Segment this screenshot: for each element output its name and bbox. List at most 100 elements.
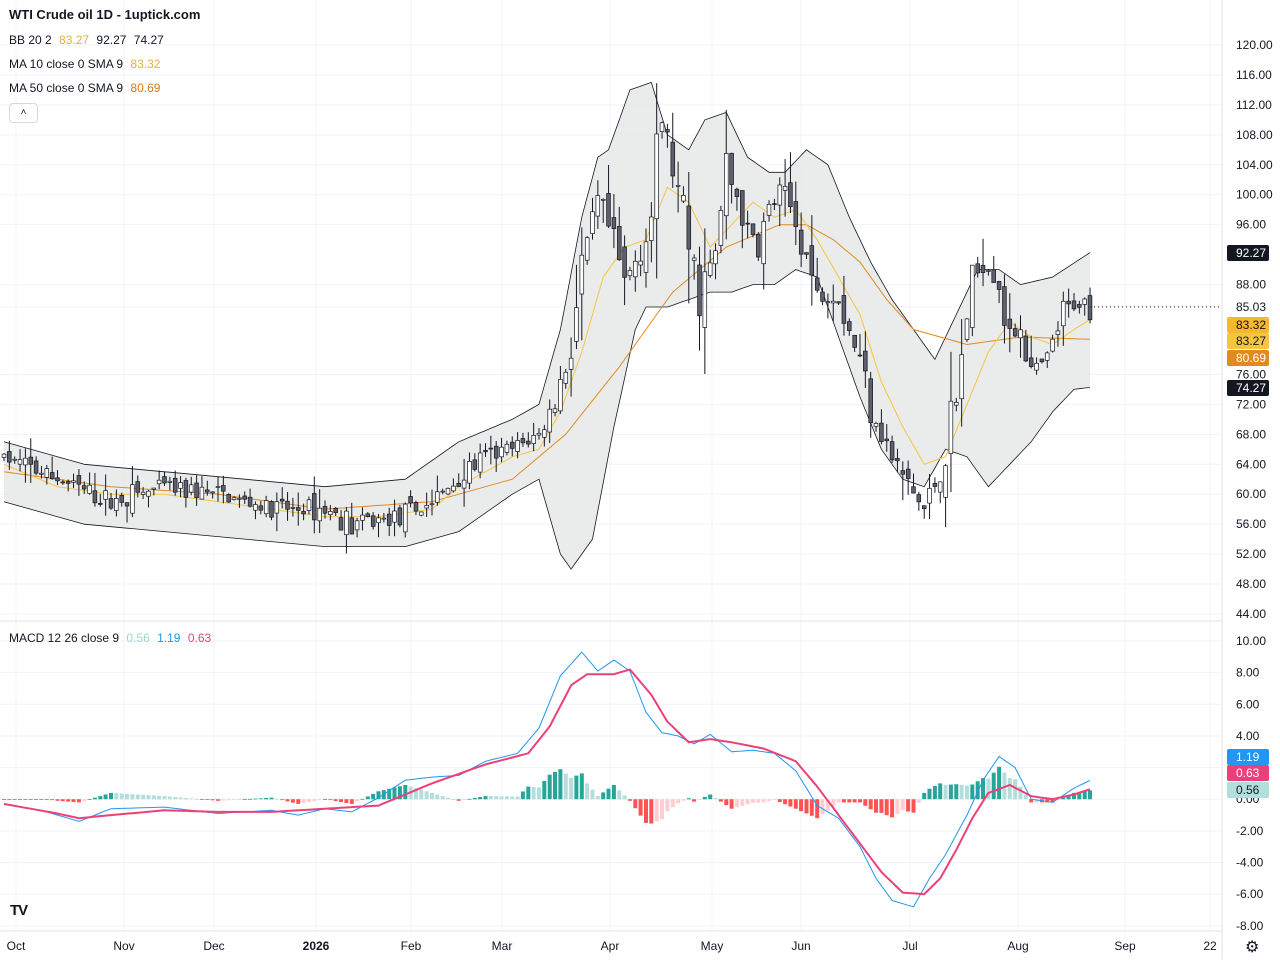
price-label-bb-basis: 83.27 <box>1227 333 1269 349</box>
candle <box>563 368 569 389</box>
macd-hist-bar <box>569 777 574 800</box>
macd-hist-bar <box>1061 797 1066 800</box>
candle <box>921 505 927 519</box>
collapse-legend-button[interactable]: ˄ <box>9 103 38 123</box>
macd-hist-bar <box>494 796 499 800</box>
candle <box>959 319 964 427</box>
candle <box>954 397 959 412</box>
macd-hist-bar <box>761 799 766 803</box>
macd-hist-bar <box>162 796 167 800</box>
macd-hist-bar <box>387 788 392 800</box>
chevron-up-icon: ˄ <box>20 107 27 118</box>
macd-hist-bar <box>713 798 718 800</box>
macd-hist-bar <box>435 794 440 800</box>
candle <box>12 456 17 464</box>
macd-hist-bar <box>1013 779 1018 800</box>
candle <box>515 432 520 459</box>
candle <box>408 490 413 508</box>
macd-hist-bar <box>841 799 846 803</box>
candle <box>413 500 419 516</box>
candle <box>172 470 178 496</box>
macd-legend[interactable]: MACD 12 26 close 9 0.56 1.19 0.63 <box>9 630 215 646</box>
macd-hist-bar <box>617 790 622 800</box>
candle <box>188 476 194 496</box>
price-grid <box>0 0 1222 931</box>
candle <box>1071 293 1077 312</box>
macd-hist-bar <box>392 787 397 800</box>
candle <box>686 171 692 304</box>
candle <box>488 435 494 465</box>
candle <box>92 472 98 507</box>
candle <box>1034 357 1039 375</box>
candle <box>718 205 724 254</box>
candle <box>349 502 355 535</box>
price-tick-label: 64.00 <box>1236 457 1266 471</box>
macd-hist-bar <box>451 799 456 800</box>
price-tick-label: 44.00 <box>1236 607 1266 621</box>
price-tick-label: 108.00 <box>1236 128 1273 142</box>
candle <box>274 492 280 532</box>
price-tick-label: 100.00 <box>1236 188 1273 202</box>
macd-tick-label: -6.00 <box>1236 887 1264 901</box>
candle <box>403 502 408 538</box>
macd-hist-bar <box>2 799 6 800</box>
macd-hist-bar <box>488 796 493 800</box>
candle <box>1077 300 1082 314</box>
candle <box>1044 351 1050 368</box>
candle <box>44 465 50 485</box>
macd-hist-bar <box>50 799 55 801</box>
candle <box>980 238 986 287</box>
macd-legend-label: MACD 12 26 close 9 <box>9 631 120 645</box>
price-label-bb-upper: 92.27 <box>1227 245 1269 261</box>
bb-legend[interactable]: BB 20 2 83.27 92.27 74.27 <box>9 32 168 48</box>
macd-hist-bar <box>430 792 434 800</box>
macd-hist-bar <box>767 799 771 801</box>
candle <box>772 198 777 211</box>
macd-hist-bar <box>440 796 445 800</box>
macd-label-macd: 1.19 <box>1227 749 1269 765</box>
time-tick-label: Oct <box>7 939 26 953</box>
candle <box>900 461 906 501</box>
ma10-legend[interactable]: MA 10 close 0 SMA 9 83.32 <box>9 56 164 72</box>
ma10-legend-label: MA 10 close 0 SMA 9 <box>9 57 124 71</box>
macd-hist-bar <box>1023 794 1028 800</box>
macd-hist-bar <box>852 799 857 803</box>
bollinger-band <box>3 81 1091 570</box>
ma50-legend-label: MA 50 close 0 SMA 9 <box>9 81 124 95</box>
candle <box>55 470 60 486</box>
candle <box>301 503 306 521</box>
candle <box>205 480 210 496</box>
time-tick-label: 22 <box>1203 939 1217 953</box>
macd-hist-bar <box>312 799 317 802</box>
candle <box>87 472 92 495</box>
candle <box>740 190 745 249</box>
candle <box>1002 274 1007 344</box>
ma50-legend[interactable]: MA 50 close 0 SMA 9 80.69 <box>9 80 164 96</box>
candle <box>510 436 515 457</box>
candle <box>146 489 151 508</box>
macd-hist-bar <box>237 799 242 800</box>
candle <box>1018 315 1023 358</box>
candle <box>376 513 381 538</box>
candle <box>852 334 857 352</box>
gear-icon[interactable]: ⚙ <box>1245 939 1260 956</box>
price-labels: 92.27 83.32 83.27 80.69 74.27 <box>1090 245 1269 396</box>
macd-hist-bar <box>274 798 279 800</box>
svg-text:0.63: 0.63 <box>1236 766 1260 780</box>
candle <box>237 494 242 508</box>
price-tick-label: 56.00 <box>1236 517 1266 531</box>
candle <box>419 511 424 517</box>
macd-tick-label: 8.00 <box>1236 666 1260 680</box>
macd-value-labels: 1.19 0.63 0.56 <box>1227 749 1269 798</box>
candle <box>558 366 563 414</box>
candle <box>552 403 558 417</box>
candle <box>263 495 269 518</box>
macd-hist-bar <box>686 798 691 800</box>
price-tick-label: 112.00 <box>1236 98 1272 112</box>
candle <box>440 488 445 495</box>
tradingview-logo-icon[interactable]: TV <box>10 902 28 919</box>
candle <box>857 334 863 357</box>
candle <box>322 500 328 519</box>
macd-hist-bar <box>611 785 616 800</box>
